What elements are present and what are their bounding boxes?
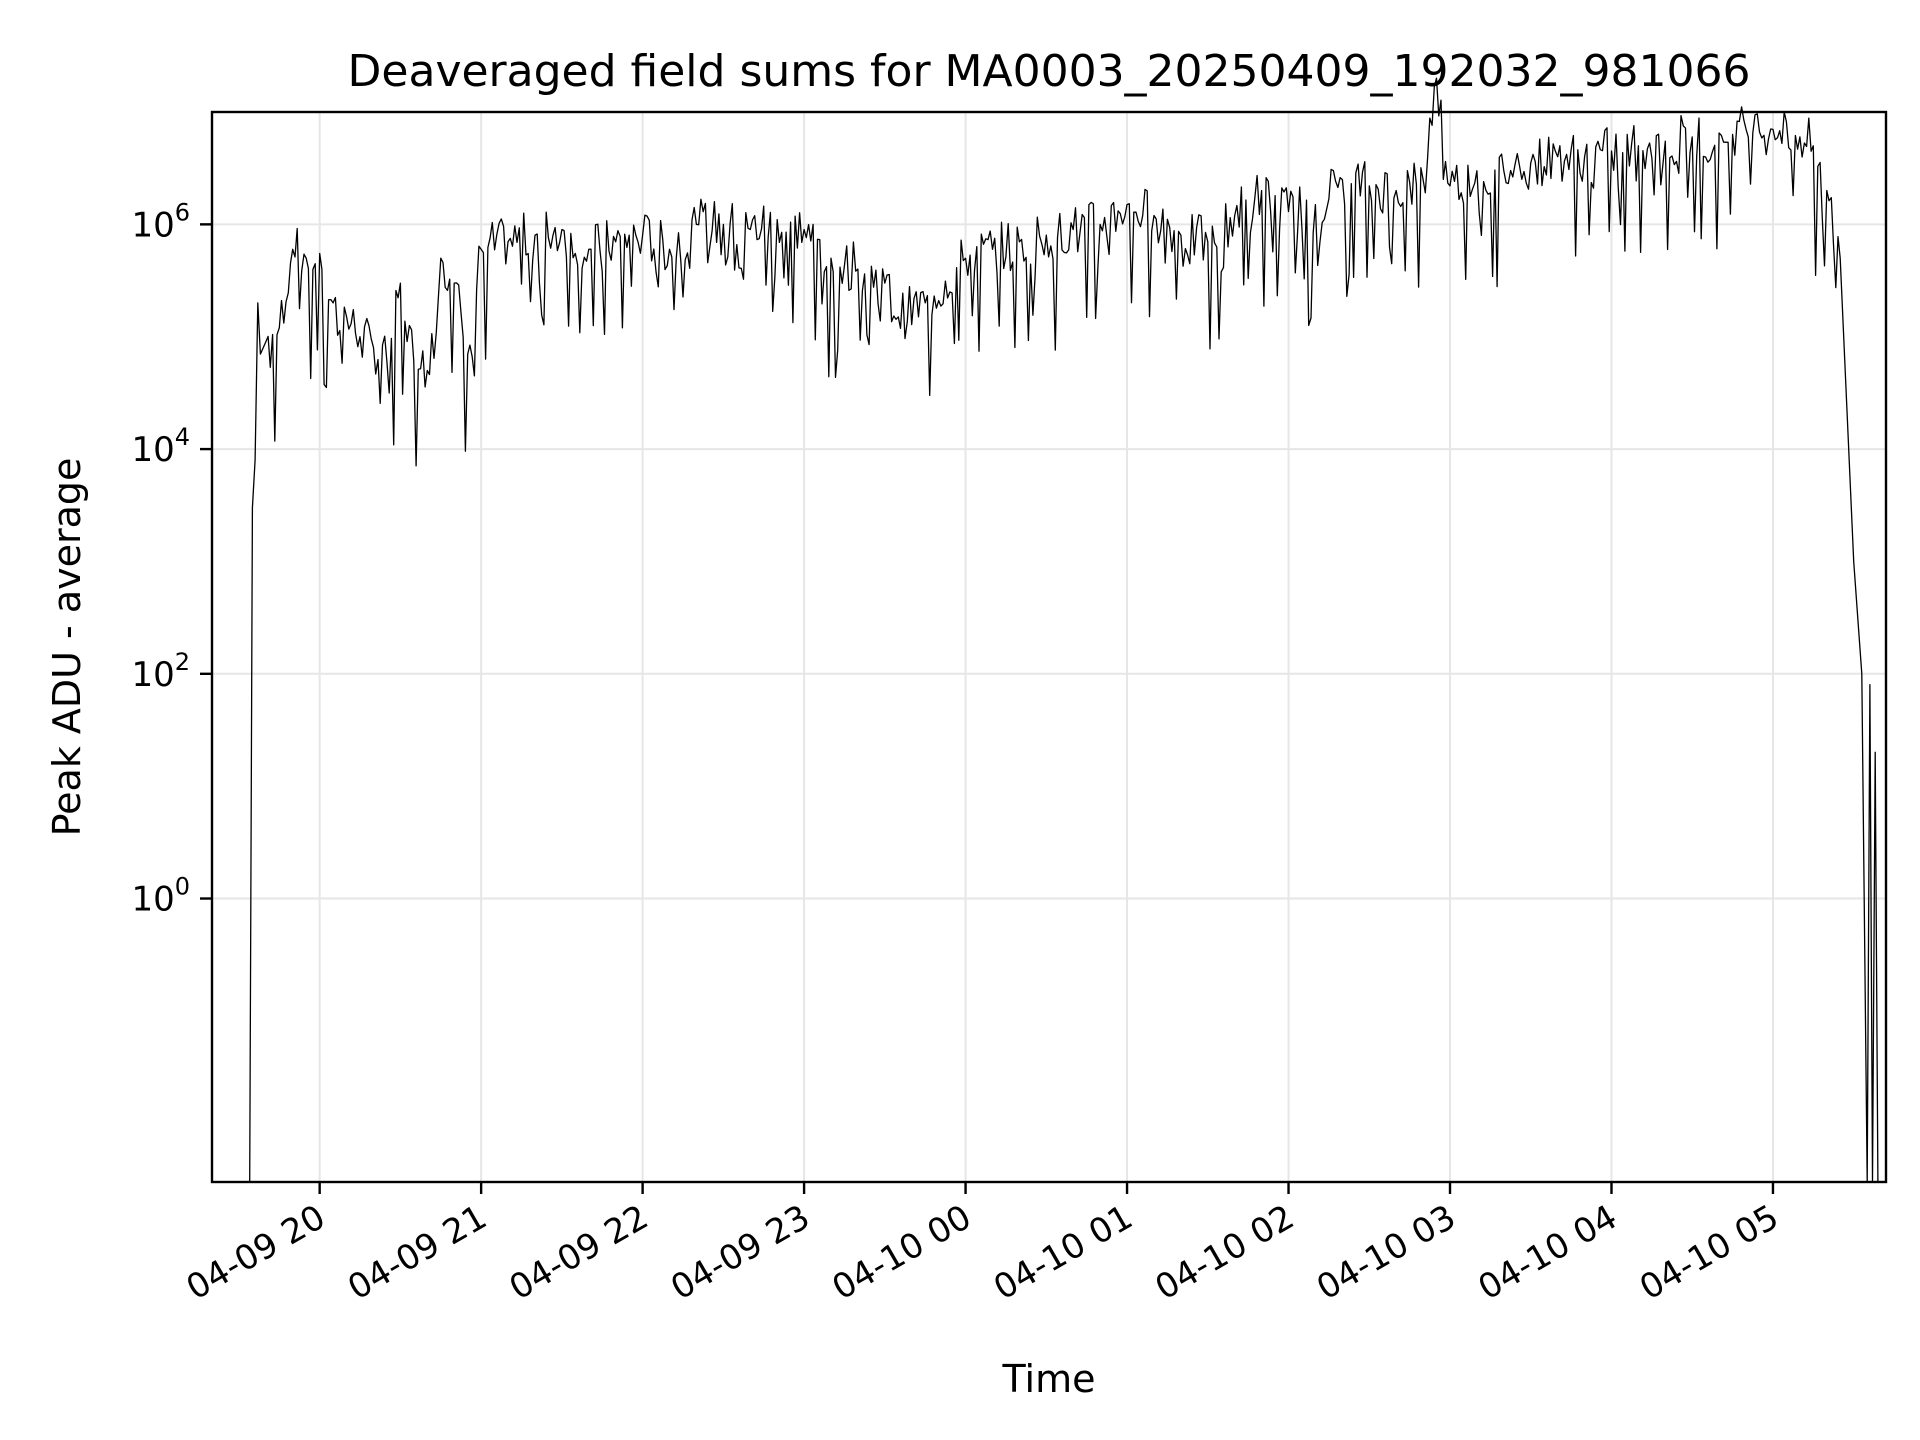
data-series-line — [249, 77, 1879, 1183]
x-tick-label: 04-09 23 — [664, 1197, 816, 1308]
y-tick-base: 10 — [131, 205, 174, 245]
y-tick-base: 10 — [131, 655, 174, 695]
tick-layer: 04-09 20 04-09 21 04-09 22 04-09 23 04-10 00… — [131, 198, 1785, 1308]
y-tick-label: 100 — [131, 873, 190, 920]
x-tick-label: 04-10 00 — [826, 1197, 978, 1308]
grid-layer — [212, 112, 1886, 1182]
x-tick-label: 04-10 04 — [1472, 1197, 1624, 1308]
x-tick-label: 04-10 03 — [1310, 1197, 1462, 1308]
y-tick-exponent: 6 — [175, 198, 190, 226]
x-tick-label: 04-10 05 — [1633, 1197, 1785, 1308]
y-tick-exponent: 2 — [175, 648, 190, 676]
y-tick-exponent: 4 — [175, 423, 190, 451]
y-axis-label: Peak ADU - average — [45, 458, 89, 837]
y-tick-base: 10 — [131, 430, 174, 470]
plot-frame — [210, 110, 1888, 1184]
y-tick-base: 10 — [131, 880, 174, 920]
x-axis-label: Time — [1002, 1357, 1096, 1401]
x-tick-label: 04-10 02 — [1149, 1197, 1301, 1308]
y-tick-exponent: 0 — [175, 873, 190, 901]
y-tick-label: 104 — [131, 423, 190, 470]
chart-title: Deaveraged field sums for MA0003_2025040… — [348, 46, 1751, 97]
x-tick-label: 04-09 21 — [341, 1197, 493, 1308]
x-tick-label: 04-09 20 — [180, 1197, 332, 1308]
y-tick-label: 102 — [131, 648, 190, 695]
x-tick-label: 04-09 22 — [503, 1197, 655, 1308]
x-tick-label: 04-10 01 — [987, 1197, 1139, 1308]
y-tick-label: 106 — [131, 198, 190, 245]
